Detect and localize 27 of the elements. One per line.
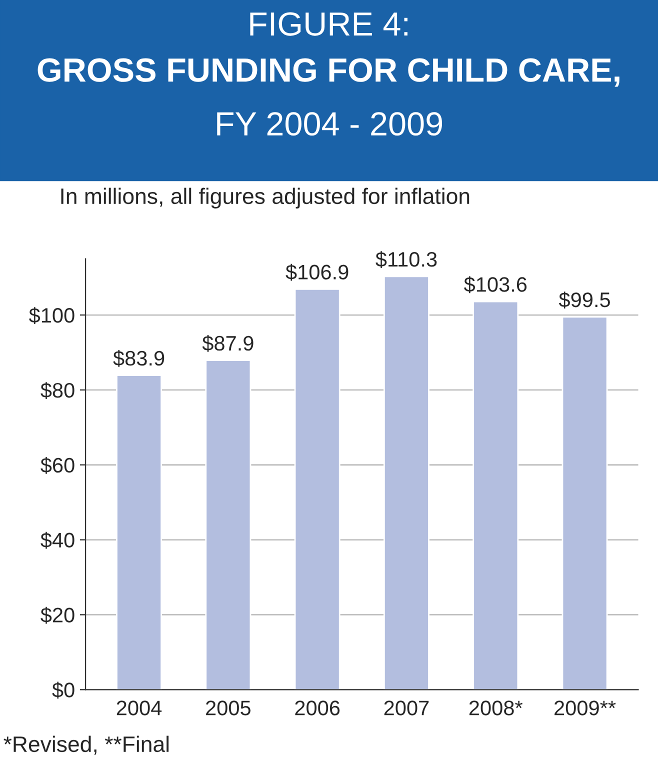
data-label: $106.9: [286, 264, 348, 281]
data-label: $103.6: [464, 276, 527, 294]
y-tick-label: $20: [40, 606, 74, 624]
data-label: $99.5: [558, 292, 610, 308]
bar: [562, 316, 608, 690]
chart-subtitle: In millions, all figures adjusted for inflation: [61, 188, 470, 208]
y-tick-label: $40: [40, 532, 74, 549]
bar: [116, 374, 162, 690]
x-tick-label: 2007: [384, 700, 429, 716]
x-tick-label: 2008*: [469, 700, 523, 716]
data-label: $87.9: [202, 335, 254, 352]
bar: [472, 300, 519, 690]
bar: [294, 288, 340, 690]
bar: [383, 276, 430, 690]
x-tick-label: 2005: [206, 700, 250, 716]
data-label: $110.3: [376, 251, 437, 268]
x-tick-label: 2006: [295, 700, 340, 716]
y-tick-label: $80: [40, 382, 74, 399]
x-tick-label: 2004: [116, 700, 162, 716]
data-label: $83.9: [113, 350, 164, 367]
x-tick-label: 2009**: [554, 700, 616, 716]
chart-title: FIGURE 4: GROSS FUNDING FOR CHILD CARE, FY 2004 - 2009: [38, 12, 620, 136]
y-tick-label: $0: [52, 682, 74, 699]
y-tick-label: $60: [40, 457, 74, 474]
text: *Revised, **Final: [4, 736, 169, 755]
y-tick-label: $100: [29, 307, 74, 324]
bar: [205, 360, 252, 690]
